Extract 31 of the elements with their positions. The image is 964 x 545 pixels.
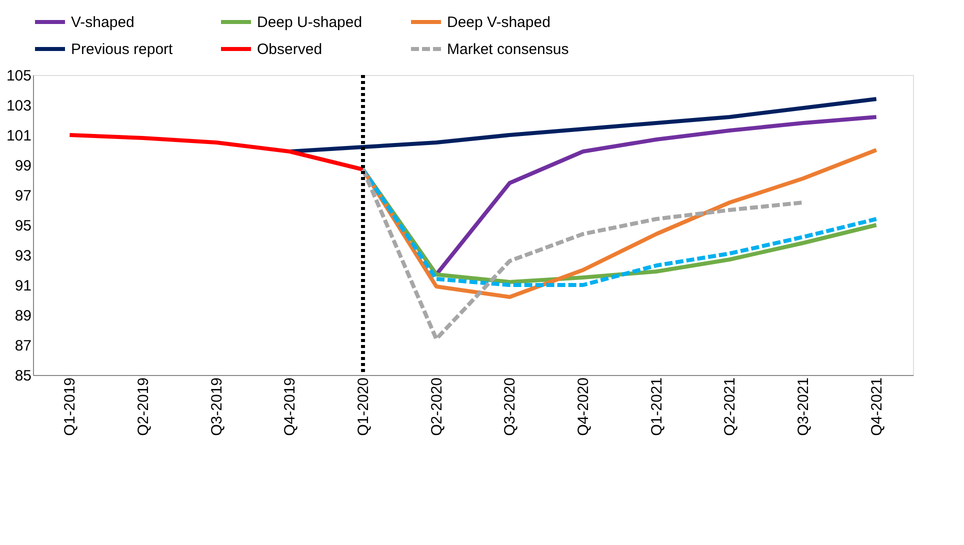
x-tick-label: Q4-2020 xyxy=(575,378,592,436)
legend-label: Previous report xyxy=(71,41,174,58)
line-series xyxy=(361,168,805,341)
legend-label: Observed xyxy=(257,41,322,58)
legend-label: Deep U-shaped xyxy=(257,14,362,31)
x-tick-label: Q3-2020 xyxy=(502,378,519,436)
legend-label: Market consensus xyxy=(447,41,569,58)
y-tick-label: 99 xyxy=(14,158,32,174)
x-tick-label: Q1-2021 xyxy=(648,378,666,436)
y-tick-label: 105 xyxy=(6,68,32,84)
legend-label: Deep V-shaped xyxy=(447,14,550,31)
line-series xyxy=(68,133,365,172)
x-tick-label: Q2-2021 xyxy=(722,378,739,436)
y-tick-label: 103 xyxy=(6,98,32,114)
y-tick-label: 95 xyxy=(14,218,32,234)
x-tick-label: Q1-2020 xyxy=(355,378,372,436)
x-tick-label: Q4-2021 xyxy=(868,378,886,436)
y-tick-label: 93 xyxy=(14,248,32,264)
y-tick-label: 91 xyxy=(14,278,32,294)
y-tick-label: 101 xyxy=(6,128,32,144)
x-tick-label: Q1-2019 xyxy=(62,378,79,436)
y-tick-label: 87 xyxy=(14,338,32,354)
legend-label: V-shaped xyxy=(71,14,134,31)
x-tick-label: Q2-2020 xyxy=(428,378,446,436)
x-tick-label: Q3-2021 xyxy=(795,378,812,436)
y-tick-label: 97 xyxy=(14,188,32,204)
y-tick-label: 85 xyxy=(14,368,32,384)
x-tick-label: Q3-2019 xyxy=(208,378,226,436)
x-tick-label: Q4-2019 xyxy=(282,378,299,436)
x-tick-label: Q2-2019 xyxy=(135,378,152,436)
y-tick-label: 89 xyxy=(14,308,32,324)
